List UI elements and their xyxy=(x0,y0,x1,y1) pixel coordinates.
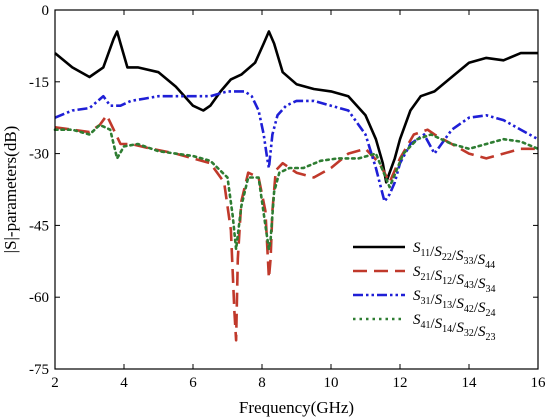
y-tick-label: -15 xyxy=(29,75,49,91)
legend-label-3: S31/S13/S42/S24 xyxy=(413,288,496,319)
x-tick-label: 10 xyxy=(324,375,339,391)
y-tick-label: -75 xyxy=(29,362,49,378)
x-tick-label: 14 xyxy=(462,375,478,391)
legend-label-1: S11/S22/S33/S44 xyxy=(413,240,495,271)
x-tick-label: 6 xyxy=(189,375,197,391)
plot-frame xyxy=(54,9,539,370)
legend-label-4: S41/S14/S32/S23 xyxy=(413,312,496,343)
x-tick-label: 8 xyxy=(258,375,266,391)
y-tick-label: -30 xyxy=(29,147,49,163)
series-line-2 xyxy=(54,114,538,342)
y-axis-label: |S|-parameters(dB) xyxy=(1,126,20,254)
series-line-1 xyxy=(54,30,538,184)
x-tick-label: 16 xyxy=(531,375,547,391)
legend-label-2: S21/S12/S43/S34 xyxy=(413,264,496,295)
tick-labels: 2 4 6 8 10 12 14 16 0 -15 -30 -45 -60 -75 xyxy=(29,3,546,391)
x-tick-label: 4 xyxy=(120,375,128,391)
series-line-4 xyxy=(53,123,540,251)
y-tick-label: -60 xyxy=(29,290,49,306)
x-axis-label: Frequency(GHz) xyxy=(239,398,354,417)
series-layer xyxy=(53,30,540,342)
series-line-3 xyxy=(54,90,539,203)
x-tick-label: 12 xyxy=(393,375,408,391)
y-tick-label: 0 xyxy=(42,3,50,19)
legend: S11/S22/S33/S44S21/S12/S43/S34S31/S13/S4… xyxy=(353,240,496,343)
y-tick-label: -45 xyxy=(29,218,49,234)
x-tick-label: 2 xyxy=(51,375,59,391)
